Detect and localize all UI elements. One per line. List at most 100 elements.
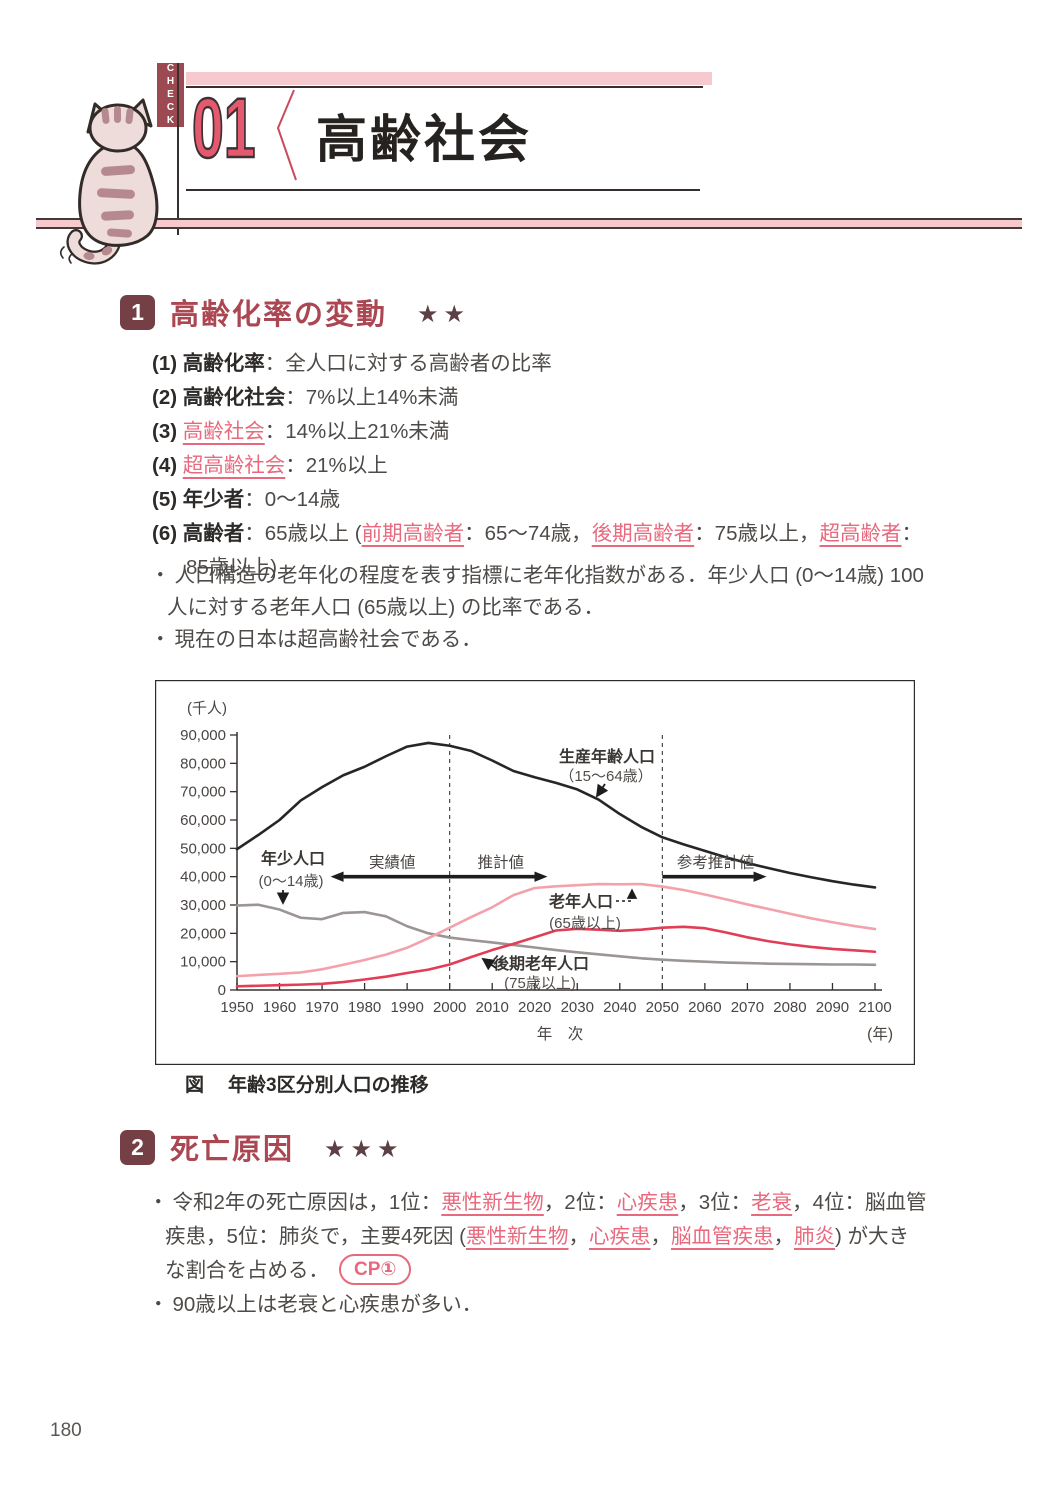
text-segment: ・	[150, 628, 171, 651]
svg-text:90,000: 90,000	[180, 727, 226, 744]
highlighted-term: 脳血管疾患	[671, 1225, 774, 1248]
highlighted-term: 悪性新生物	[441, 1191, 544, 1214]
svg-text:40,000: 40,000	[180, 869, 226, 886]
text-segment: (6)	[152, 522, 183, 545]
svg-text:0: 0	[218, 982, 226, 999]
lesson-number: 01	[191, 81, 256, 175]
svg-text:1950: 1950	[220, 999, 253, 1016]
label-child-population-sub: (0～14歳)	[258, 873, 323, 890]
chart-axes: 0 10,000 20,000 30,000 40,000 50,000 60,000 70,…	[180, 727, 892, 1016]
text-segment: ・	[148, 1293, 169, 1316]
svg-text:2060: 2060	[688, 999, 721, 1016]
section2-badge: 2	[120, 1129, 155, 1165]
list-item: (3) 高齢社会：14%以上21%未満	[152, 415, 980, 449]
text-segment: ，2位：	[543, 1191, 617, 1214]
text-segment: (1)	[152, 352, 183, 375]
svg-text:1960: 1960	[263, 999, 296, 1016]
aging-notes: ・人口構造の老年化の程度を表す指標に老年化指数がある．年少人口 (0～14歳) …	[150, 560, 986, 656]
text-segment: (2)	[152, 386, 183, 409]
svg-text:1970: 1970	[305, 999, 338, 1016]
text-segment: (5)	[152, 488, 183, 511]
x-axis-title: 年 次	[537, 1025, 584, 1043]
highlighted-term: 肺炎	[794, 1225, 836, 1248]
list-item: (5) 年少者：0～14歳	[152, 483, 980, 517]
svg-text:2040: 2040	[603, 999, 636, 1016]
text-segment: 85歳以上)	[186, 556, 278, 579]
check-tab: CHECK	[157, 63, 184, 128]
label-child-population: 年少人口	[261, 849, 325, 868]
svg-text:2100: 2100	[858, 999, 891, 1016]
figure-caption-text: 年齢3区分別人口の推移	[228, 1075, 429, 1096]
highlighted-term: 超高齢者	[819, 522, 902, 545]
label-elderly-population-sub: (65歳以上)	[549, 915, 621, 932]
list-item: ・現在の日本は超高齢社会である．	[150, 624, 986, 656]
x-axis-unit-label: (年)	[867, 1025, 893, 1043]
text-segment: な割合を占める．	[165, 1259, 329, 1282]
section1-title: 高齢化率の変動	[170, 299, 388, 331]
svg-text:2030: 2030	[561, 999, 594, 1016]
svg-text:50,000: 50,000	[180, 840, 226, 857]
svg-text:実績値: 実績値	[369, 854, 416, 872]
header-top-rule	[186, 86, 703, 88]
text-segment: ：	[285, 454, 306, 477]
text-segment: ：65～74歳，	[464, 522, 592, 545]
text-segment: 疾患，5位：肺炎で，主要4死因 (	[165, 1225, 467, 1248]
section2-header: 2 死亡原因 ★★★	[120, 1126, 404, 1168]
list-item: (1) 高齢化率：全人口に対する高齢者の比率	[152, 347, 980, 381]
text-segment: (3)	[152, 420, 183, 443]
svg-text:1980: 1980	[348, 999, 381, 1016]
text-segment: 高齢者	[182, 522, 245, 545]
figure-caption: 図 年齢3区分別人口の推移	[185, 1070, 429, 1097]
section2-stars: ★★★	[324, 1135, 404, 1163]
svg-text:2010: 2010	[476, 999, 509, 1016]
list-item: (2) 高齢化社会：7%以上14%未満	[152, 381, 980, 415]
section-divider	[36, 218, 1022, 229]
text-segment: 21%以上	[305, 454, 388, 477]
label-working-age-population-sub: （15～64歳）	[559, 768, 652, 785]
svg-text:60,000: 60,000	[180, 812, 226, 829]
list-item: ・令和2年の死亡原因は，1位：悪性新生物，2位：心疾患，3位：老衰，4位：脳血管…	[148, 1186, 992, 1288]
svg-text:2050: 2050	[646, 999, 679, 1016]
figure-caption-prefix: 図	[185, 1075, 205, 1096]
list-item: (4) 超高齢社会：21%以上	[152, 449, 980, 483]
section1-header: 1 高齢化率の変動 ★★	[120, 291, 470, 333]
svg-text:2070: 2070	[731, 999, 764, 1016]
highlighted-term: 超高齢社会	[182, 454, 286, 477]
highlighted-term: 心疾患	[589, 1225, 651, 1248]
svg-text:1990: 1990	[390, 999, 423, 1016]
arrow-to-late-elderly-line	[481, 957, 497, 971]
svg-text:参考推計値: 参考推計値	[677, 854, 755, 872]
label-late-elderly-population: 後期老年人口	[493, 954, 589, 973]
section2-title: 死亡原因	[170, 1134, 295, 1166]
cp-badge: CP①	[339, 1254, 412, 1285]
text-segment: ：	[244, 522, 265, 545]
section1-stars: ★★	[417, 300, 471, 328]
text-segment: ：75歳以上，	[694, 522, 820, 545]
highlighted-term: 悪性新生物	[466, 1225, 569, 1248]
highlighted-term: 老衰	[751, 1191, 793, 1214]
list-item: ・人口構造の老年化の程度を表す指標に老年化指数がある．年少人口 (0～14歳) …	[150, 560, 986, 624]
highlighted-term: 後期高齢者	[591, 522, 695, 545]
text-segment: ：	[285, 386, 306, 409]
svg-text:70,000: 70,000	[180, 784, 226, 801]
aging-definition-list: (1) 高齢化率：全人口に対する高齢者の比率 (2) 高齢化社会：7%以上14%未…	[152, 347, 980, 585]
label-elderly-population: 老年人口	[548, 892, 613, 911]
text-segment: 65歳以上 (	[264, 522, 362, 545]
death-cause-notes: ・令和2年の死亡原因は，1位：悪性新生物，2位：心疾患，3位：老衰，4位：脳血管…	[148, 1186, 992, 1322]
text-segment: 年少者	[182, 488, 245, 511]
svg-text:2080: 2080	[773, 999, 806, 1016]
text-segment: ) が大き	[835, 1225, 910, 1248]
svg-text:30,000: 30,000	[180, 897, 226, 914]
section1-badge: 1	[120, 294, 155, 330]
svg-text:推計値: 推計値	[477, 854, 524, 872]
chart-series-lines	[235, 741, 877, 988]
cat-illustration-icon	[55, 90, 187, 273]
svg-text:10,000: 10,000	[180, 954, 226, 971]
text-segment: 90歳以上は老衰と心疾患が多い．	[172, 1293, 483, 1316]
svg-text:2090: 2090	[816, 999, 849, 1016]
text-segment: ，4位：脳血管	[792, 1191, 927, 1214]
text-segment: 高齢化社会	[182, 386, 286, 409]
text-segment: ，	[568, 1225, 590, 1248]
population-chart: 0 10,000 20,000 30,000 40,000 50,000 60,000 70,…	[155, 680, 915, 1065]
